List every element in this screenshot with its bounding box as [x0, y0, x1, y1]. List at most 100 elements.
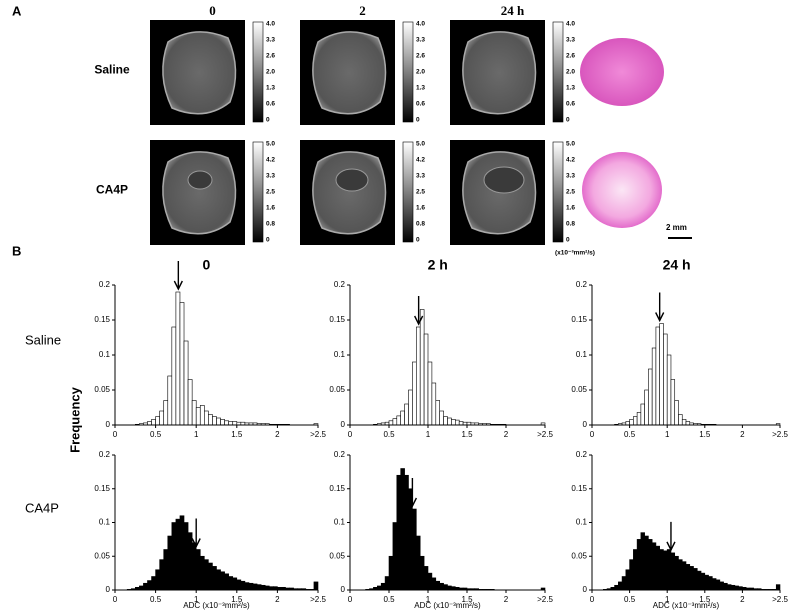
bar — [408, 389, 413, 426]
bar — [458, 421, 464, 426]
bar — [167, 375, 173, 426]
bar — [400, 410, 405, 426]
bar — [644, 535, 649, 591]
arrow — [414, 296, 424, 326]
x-tick-label: >2.5 — [537, 430, 553, 439]
x-tick-label: 2 — [740, 430, 745, 439]
x-tick-label: 1.5 — [699, 430, 711, 439]
bar — [704, 574, 709, 591]
bar — [412, 508, 417, 591]
bar — [633, 416, 638, 426]
bar — [454, 419, 460, 426]
x-tick-label: 0 — [590, 430, 595, 439]
colorbar — [252, 21, 264, 123]
bar — [208, 414, 213, 426]
panel-label: B — [12, 243, 21, 258]
y-tick-label: 0.2 — [334, 280, 346, 289]
bar — [163, 549, 169, 591]
bar — [678, 414, 683, 426]
bar — [268, 586, 274, 591]
x-tick-label: 1.5 — [461, 595, 473, 604]
histology-saline — [580, 38, 664, 106]
x-tick-label: 1.5 — [461, 430, 473, 439]
colorbar-tick-label: 3.3 — [566, 37, 575, 44]
colorbar-tick-label: 3.3 — [266, 173, 275, 180]
bar — [723, 582, 728, 591]
y-tick-label: 0.05 — [571, 551, 587, 560]
y-tick-label: 0 — [583, 420, 588, 429]
y-tick-label: 0.2 — [99, 450, 111, 459]
x-tick-label: 0.5 — [624, 595, 636, 604]
bar — [199, 405, 205, 426]
bar — [220, 419, 225, 426]
x-tick-label: 1 — [194, 595, 199, 604]
colorbar-tick-label: 4.0 — [566, 21, 575, 28]
bar — [179, 302, 185, 426]
bar — [183, 522, 189, 591]
necrotic-core — [335, 168, 369, 192]
x-tick-label: >2.5 — [537, 595, 553, 604]
bar — [183, 340, 189, 426]
x-tick-label: 2 — [504, 595, 509, 604]
scale-bar-label: 2 mm — [666, 223, 687, 232]
bar — [376, 585, 382, 591]
y-axis-label: Frequency — [67, 386, 82, 453]
arrow — [666, 521, 676, 552]
arrow-head — [666, 541, 676, 552]
y-tick-label: 0.2 — [576, 280, 588, 289]
bar — [439, 410, 444, 426]
x-tick-label: 0 — [348, 430, 353, 439]
bar — [187, 379, 193, 426]
bar — [443, 416, 448, 426]
x-tick-label: 1 — [426, 430, 431, 439]
x-tick-label: 0.5 — [624, 430, 636, 439]
y-tick-label: 0.2 — [576, 450, 588, 459]
x-tick-label: 1 — [665, 430, 670, 439]
arrow-head — [655, 312, 665, 323]
column-title: 2 h — [428, 257, 448, 273]
colorbar-unit: (x10⁻³mm²/s) — [555, 250, 595, 257]
y-tick-label: 0.15 — [329, 484, 345, 493]
bar — [727, 584, 732, 591]
bar — [204, 410, 209, 426]
bar — [179, 515, 185, 591]
bar — [159, 559, 165, 591]
x-tick-label: 1.5 — [231, 595, 243, 604]
x-tick-label: 0.5 — [383, 430, 395, 439]
bar — [443, 584, 448, 591]
bar — [232, 577, 238, 591]
colorbar-tick-label: 0.8 — [566, 221, 575, 228]
colorbar — [552, 21, 564, 123]
x-tick-label: 1 — [665, 595, 670, 604]
colorbar-tick-label: 5.0 — [416, 141, 425, 148]
bar — [685, 421, 691, 426]
x-tick-label: >2.5 — [310, 595, 326, 604]
bar — [427, 361, 433, 426]
bar — [674, 400, 679, 426]
x-tick-label: 0 — [113, 595, 118, 604]
y-tick-label: 0.15 — [94, 484, 110, 493]
y-tick-label: 0.05 — [94, 551, 110, 560]
bar — [388, 420, 394, 426]
y-tick-label: 0 — [106, 420, 111, 429]
y-tick-label: 0.1 — [334, 350, 346, 359]
bar — [629, 559, 634, 591]
colorbar-tick-label: 1.6 — [266, 205, 275, 212]
bar — [427, 572, 433, 591]
bar — [171, 326, 177, 426]
bar — [640, 532, 645, 591]
bar — [204, 559, 209, 591]
bar — [618, 581, 623, 591]
bar — [159, 410, 165, 426]
bar — [738, 586, 743, 591]
bar — [396, 415, 401, 426]
bar — [681, 561, 687, 591]
x-tick-label: 1.5 — [231, 430, 243, 439]
histology-ca4p — [582, 152, 662, 228]
colorbar-tick-label: 2.5 — [416, 189, 425, 196]
bar — [252, 583, 258, 591]
bar — [404, 403, 409, 426]
y-tick-label: 0.2 — [99, 280, 111, 289]
colorbar-tick-label: 1.6 — [416, 205, 425, 212]
